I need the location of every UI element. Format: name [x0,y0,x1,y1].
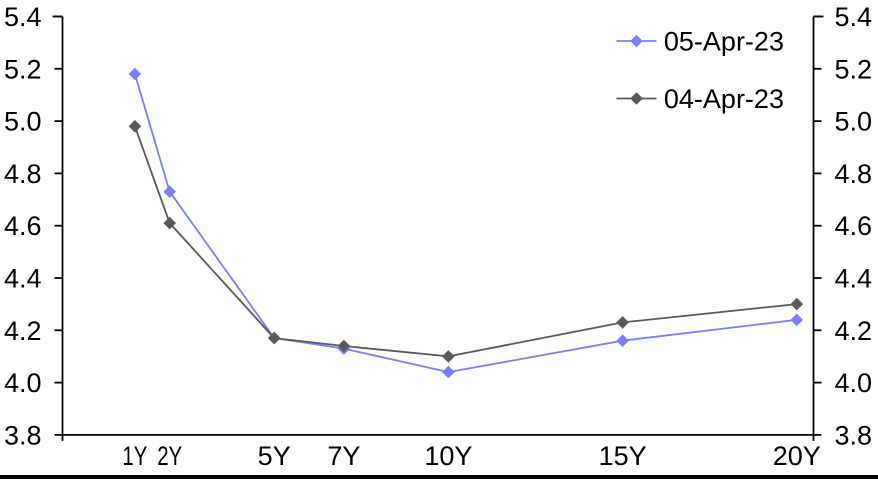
svg-text:5.4: 5.4 [4,2,42,32]
svg-text:3.8: 3.8 [835,420,873,450]
svg-text:2Y: 2Y [157,441,182,471]
svg-text:1Y: 1Y [122,441,147,471]
svg-text:3.8: 3.8 [4,420,42,450]
svg-text:10Y: 10Y [424,441,472,471]
svg-text:20Y: 20Y [773,441,821,471]
svg-text:4.4: 4.4 [835,264,873,294]
svg-text:15Y: 15Y [599,441,647,471]
svg-text:4.6: 4.6 [835,211,873,241]
svg-text:5.4: 5.4 [835,2,873,32]
svg-text:5.2: 5.2 [835,54,873,84]
svg-text:7Y: 7Y [327,441,360,471]
svg-text:4.6: 4.6 [4,211,42,241]
svg-text:05-Apr-23: 05-Apr-23 [664,27,784,57]
svg-text:04-Apr-23: 04-Apr-23 [664,84,784,114]
svg-text:4.8: 4.8 [835,159,873,189]
svg-text:5.2: 5.2 [4,54,42,84]
svg-text:5Y: 5Y [258,441,291,471]
svg-text:4.2: 4.2 [4,316,42,346]
svg-text:4.0: 4.0 [835,368,873,398]
svg-text:5.0: 5.0 [4,107,42,137]
svg-text:4.2: 4.2 [835,316,873,346]
svg-text:4.0: 4.0 [4,368,42,398]
svg-text:4.8: 4.8 [4,159,42,189]
svg-text:4.4: 4.4 [4,264,42,294]
svg-text:5.0: 5.0 [835,107,873,137]
